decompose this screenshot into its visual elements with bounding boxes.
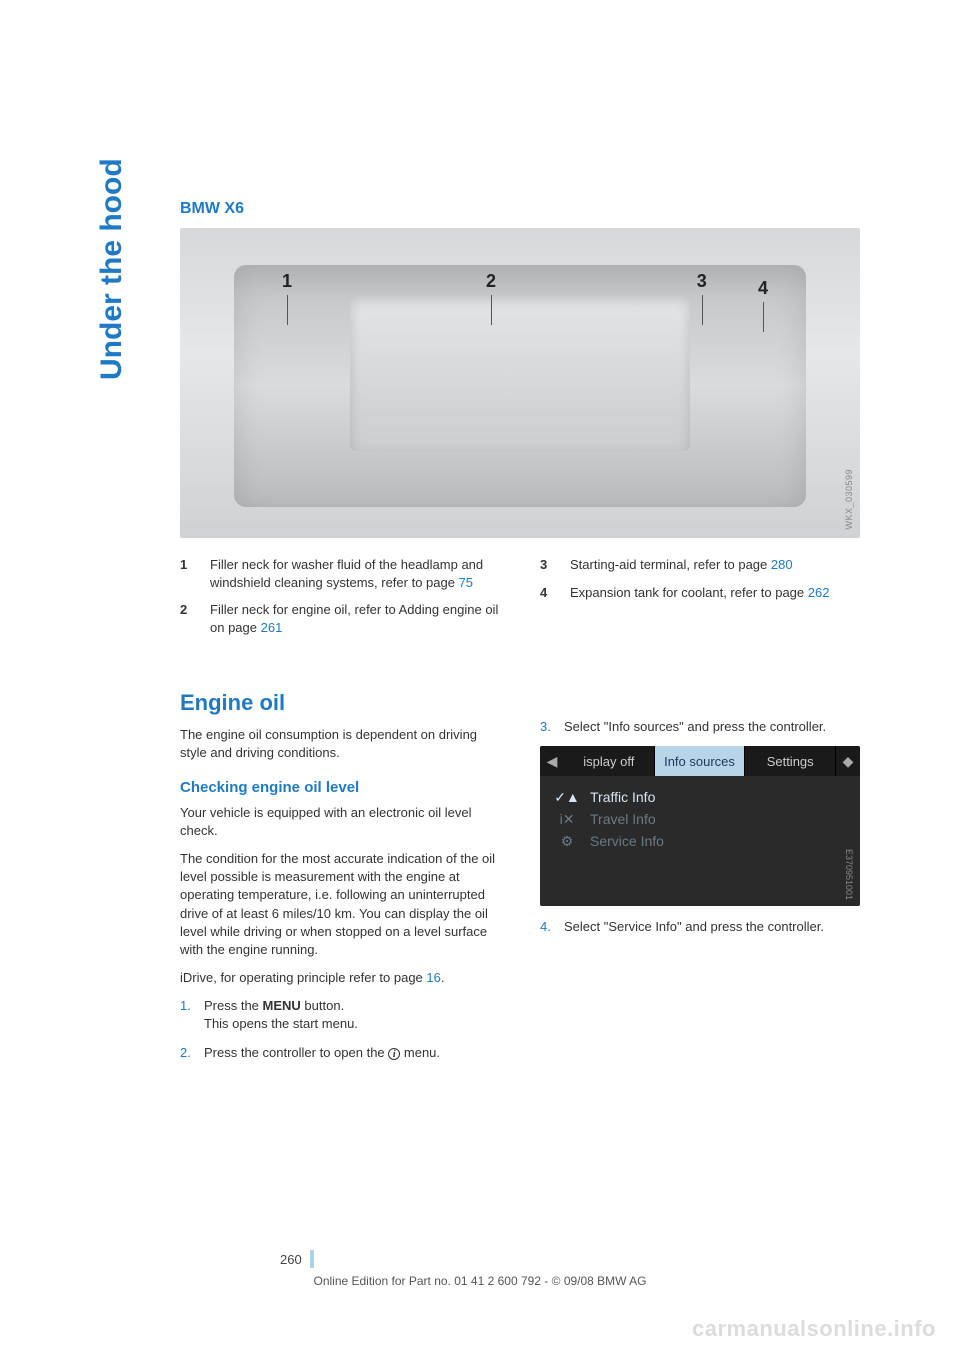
page-number: 260 <box>280 1250 314 1268</box>
watermark: carmanualsonline.info <box>692 1316 936 1342</box>
legend-text: Filler neck for engine oil, refer to Add… <box>210 601 500 636</box>
instruction-step: Select "Info sources" and press the cont… <box>540 718 860 736</box>
legend-text: Starting-aid terminal, refer to page 280 <box>570 556 793 574</box>
idrive-tab-info-sources: Info sources <box>655 746 746 776</box>
idrive-row-icon: ✓▲ <box>556 788 578 806</box>
legend-number: 2 <box>180 601 194 636</box>
page-link[interactable]: 75 <box>459 575 473 590</box>
idrive-row-label: Travel Info <box>590 811 656 827</box>
engine-oil-intro: The engine oil consumption is dependent … <box>180 726 500 762</box>
engine-hotspot-4: 4 <box>758 278 768 299</box>
engine-bay-diagram: WKX_030599 1 2 3 4 <box>180 228 860 538</box>
idrive-row-label: Service Info <box>590 833 664 849</box>
side-section-title: Under the hood <box>95 158 129 380</box>
engine-oil-heading: Engine oil <box>180 690 500 716</box>
idrive-menu-item: i✕ Travel Info <box>556 808 844 830</box>
check-oil-p2: The condition for the most accurate indi… <box>180 850 500 959</box>
engine-hotspot-3: 3 <box>697 271 707 292</box>
legend-text: Expansion tank for coolant, refer to pag… <box>570 584 829 602</box>
idrive-ref: iDrive, for operating principle refer to… <box>180 969 500 987</box>
idrive-tab-display-off: isplay off <box>564 746 655 776</box>
idrive-tab-settings: Settings <box>745 746 836 776</box>
check-oil-heading: Checking engine oil level <box>180 779 500 796</box>
idrive-row-icon: i✕ <box>556 810 578 828</box>
idrive-nav-left-icon: ◀ <box>540 746 564 776</box>
engine-hotspot-1: 1 <box>282 271 292 292</box>
idrive-row-label: Traffic Info <box>590 789 655 805</box>
legend-item-3: 3 Starting-aid terminal, refer to page 28… <box>540 556 860 574</box>
page-link[interactable]: 261 <box>261 620 283 635</box>
footer-copyright: Online Edition for Part no. 01 41 2 600 … <box>0 1274 960 1288</box>
engine-hotspot-2: 2 <box>486 271 496 292</box>
idrive-nav-right-icon: ◆ <box>836 746 860 776</box>
page-link[interactable]: 280 <box>771 557 793 572</box>
model-heading: BMW X6 <box>180 200 860 218</box>
legend-columns: 1 Filler neck for washer fluid of the hea… <box>180 556 860 646</box>
legend-number: 1 <box>180 556 194 591</box>
legend-item-4: 4 Expansion tank for coolant, refer to pa… <box>540 584 860 602</box>
page-link[interactable]: 16 <box>426 970 440 985</box>
page-link[interactable]: 262 <box>808 585 830 600</box>
instruction-step: Select "Service Info" and press the cont… <box>540 918 860 936</box>
legend-number: 3 <box>540 556 554 574</box>
check-oil-p1: Your vehicle is equipped with an electro… <box>180 804 500 840</box>
idrive-menu-item: ⚙ Service Info <box>556 830 844 852</box>
idrive-menu-item: ✓▲ Traffic Info <box>556 786 844 808</box>
legend-text: Filler neck for washer fluid of the head… <box>210 556 500 591</box>
instruction-step: Press the controller to open the i menu. <box>180 1044 500 1062</box>
idrive-screenshot: ◀ isplay off Info sources Settings ◆ ✓▲ T… <box>540 746 860 906</box>
idrive-row-icon: ⚙ <box>556 832 578 850</box>
image-credit: WKX_030599 <box>844 469 854 530</box>
legend-item-1: 1 Filler neck for washer fluid of the hea… <box>180 556 500 591</box>
idrive-image-credit: E370951001 <box>844 849 854 900</box>
legend-number: 4 <box>540 584 554 602</box>
legend-item-2: 2 Filler neck for engine oil, refer to Ad… <box>180 601 500 636</box>
instruction-step: Press the MENU button.This opens the sta… <box>180 997 500 1033</box>
